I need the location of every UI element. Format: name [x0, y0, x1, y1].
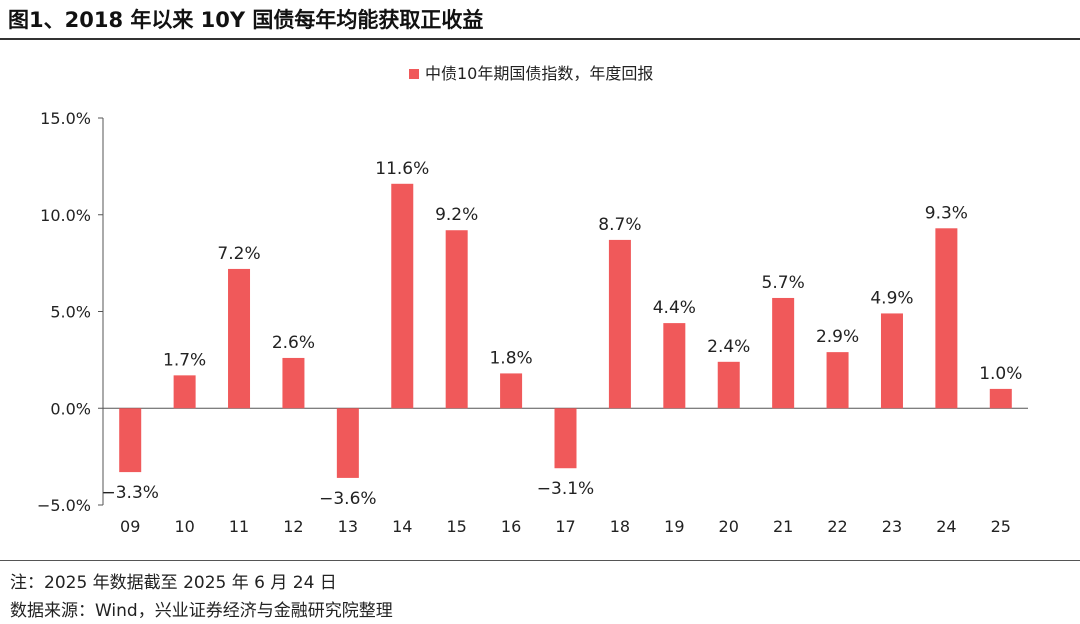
bar-data-label: 8.7%	[598, 215, 641, 235]
chart-canvas: 中债10年期国债指数，年度回报 −5.0% 0.0% 5.0% 10.0% 15.0% −3…	[37, 64, 1028, 536]
footnote: 注：2025 年数据截至 2025 年 6 月 24 日	[10, 573, 337, 593]
x-tick-label: 16	[501, 517, 521, 536]
y-tick-label: 0.0%	[50, 399, 91, 418]
bar	[826, 352, 849, 409]
bar	[772, 297, 795, 409]
bar-data-label: 4.9%	[870, 288, 913, 308]
bar-data-label: 11.6%	[375, 159, 429, 179]
source-note: 数据来源：Wind，兴业证券经济与金融研究院整理	[10, 601, 393, 621]
bar-data-label: 7.2%	[217, 244, 260, 264]
bar-data-label: 5.7%	[762, 273, 805, 293]
bar-data-label: −3.1%	[537, 479, 594, 499]
x-tick-label: 22	[827, 517, 847, 536]
x-tick-label: 14	[392, 517, 412, 536]
title-divider	[0, 38, 1080, 40]
bar-data-label: 2.6%	[272, 333, 315, 353]
x-tick-label: 21	[773, 517, 793, 536]
y-tick-label: 5.0%	[50, 303, 91, 322]
x-tick-label: 10	[174, 517, 194, 536]
bar	[391, 183, 414, 409]
bar-data-label: 1.7%	[163, 350, 206, 370]
bar-data-label: 9.2%	[435, 205, 478, 225]
x-tick-label: 17	[555, 517, 575, 536]
bar	[173, 375, 196, 409]
bar	[880, 313, 903, 409]
bar	[663, 323, 686, 409]
x-tick-label: 25	[991, 517, 1011, 536]
figure-title: 图1、2018 年以来 10Y 国债每年均能获取正收益	[8, 8, 484, 32]
bar-data-label: 1.8%	[489, 348, 532, 368]
x-tick-label: 13	[338, 517, 358, 536]
x-tick-label: 11	[229, 517, 249, 536]
bar	[500, 373, 523, 409]
bar-data-label: 2.9%	[816, 327, 859, 347]
bar	[989, 388, 1012, 409]
x-tick-label: 18	[610, 517, 630, 536]
x-tick-label: 20	[719, 517, 739, 536]
bar-data-label: −3.3%	[101, 483, 158, 503]
x-tick-label: 24	[936, 517, 956, 536]
bar-data-label: −3.6%	[319, 489, 376, 509]
bar	[717, 361, 740, 409]
x-tick-label: 12	[283, 517, 303, 536]
x-tick-label: 15	[446, 517, 466, 536]
bar	[228, 268, 251, 409]
bar	[336, 408, 359, 478]
legend-swatch	[409, 69, 419, 79]
x-tick-label: 19	[664, 517, 684, 536]
bar	[554, 408, 577, 469]
bar-data-label: 1.0%	[979, 364, 1022, 384]
y-tick-label: 10.0%	[40, 206, 91, 225]
bar	[445, 230, 468, 409]
bar-data-label: 4.4%	[653, 298, 696, 318]
y-tick-label: 15.0%	[40, 109, 91, 128]
bar	[935, 228, 958, 409]
bar	[282, 357, 305, 409]
x-tick-label: 09	[120, 517, 140, 536]
legend-label: 中债10年期国债指数，年度回报	[425, 64, 653, 83]
bar	[119, 408, 142, 473]
y-tick-label: −5.0%	[37, 496, 91, 515]
bar-chart: 中债10年期国债指数，年度回报 −5.0% 0.0% 5.0% 10.0% 15.0% −3…	[0, 40, 1080, 558]
bar	[608, 239, 631, 409]
footer-divider	[0, 560, 1080, 561]
x-tick-label: 23	[882, 517, 902, 536]
bar-data-label: 9.3%	[925, 203, 968, 223]
bar-data-label: 2.4%	[707, 337, 750, 357]
